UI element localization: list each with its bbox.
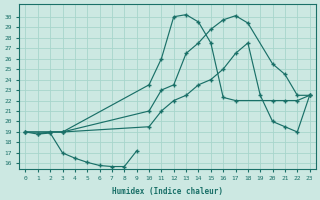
- X-axis label: Humidex (Indice chaleur): Humidex (Indice chaleur): [112, 187, 223, 196]
